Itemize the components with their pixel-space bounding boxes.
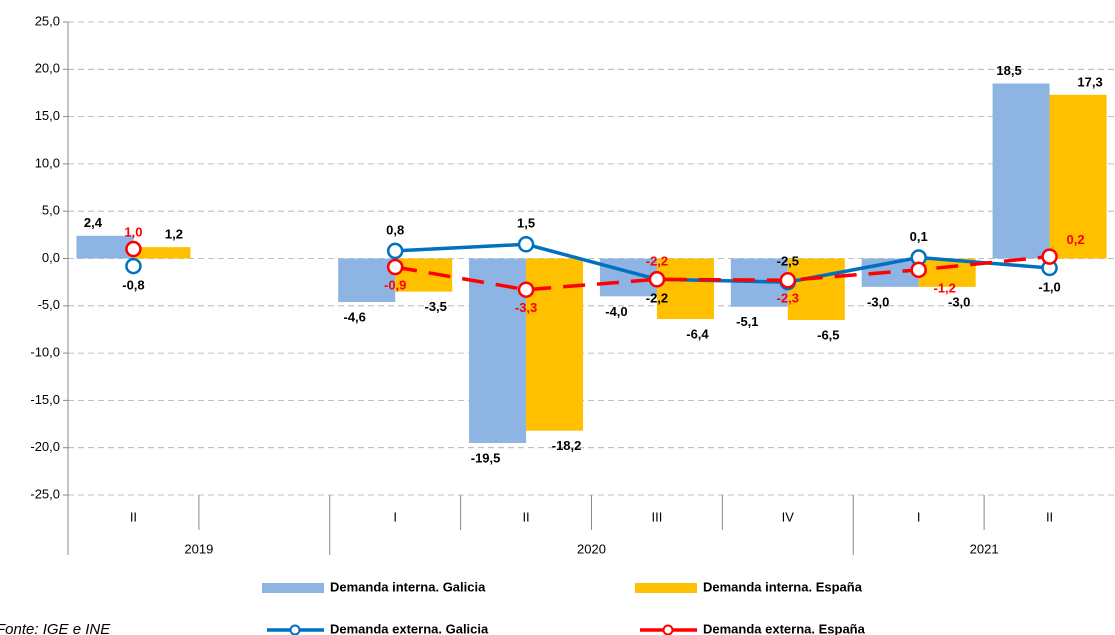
- legend-swatch: [635, 583, 697, 593]
- bar-value-label: -6,5: [817, 327, 839, 342]
- line-value-label: 0,1: [910, 229, 928, 244]
- x-tick-label: I: [393, 509, 397, 524]
- line-value-label: 1,0: [124, 224, 142, 239]
- x-group-label: 2019: [184, 541, 213, 556]
- legend-label: Demanda interna. España: [703, 579, 863, 594]
- legend-marker: [662, 624, 674, 635]
- line-value-label: -2,2: [646, 254, 668, 269]
- line-marker: [779, 272, 797, 289]
- line-value-label: -0,8: [122, 278, 144, 293]
- line-value-label: -1,0: [1038, 279, 1060, 294]
- bar: [76, 235, 134, 259]
- legend-label: Demanda interna. Galicia: [330, 579, 486, 594]
- legend-marker: [289, 624, 301, 635]
- legend-label: Demanda externa. España: [703, 621, 866, 635]
- bar-value-label: -18,2: [552, 438, 582, 453]
- bar-value-label: -19,5: [471, 450, 501, 465]
- x-tick-label: II: [522, 509, 529, 524]
- bar: [918, 258, 976, 287]
- x-tick-label: III: [652, 509, 663, 524]
- bar-value-label: 1,2: [165, 227, 183, 242]
- bar-value-label: -3,5: [424, 299, 446, 314]
- y-tick-label: 20,0: [35, 61, 60, 76]
- line: [395, 242, 1050, 284]
- x-tick-label: I: [917, 509, 921, 524]
- bar: [338, 258, 396, 303]
- x-tick-label: II: [130, 509, 137, 524]
- line-marker: [1041, 248, 1058, 265]
- line-value-label: 0,8: [386, 222, 404, 237]
- y-tick-label: 5,0: [42, 203, 60, 218]
- y-tick-label: -25,0: [30, 486, 60, 501]
- y-tick-label: 10,0: [35, 155, 60, 170]
- bar: [787, 258, 845, 320]
- y-tick-label: 0,0: [42, 250, 60, 265]
- line-value-label: 1,5: [517, 216, 535, 231]
- line-value-label: -2,5: [777, 254, 799, 269]
- bar-value-label: -4,6: [343, 309, 365, 324]
- bar-value-label: -3,0: [948, 294, 970, 309]
- line-marker: [517, 281, 535, 298]
- source: Fonte: IGE e INE: [0, 621, 111, 635]
- line-value-label: -2,2: [646, 291, 668, 306]
- bar-value-label: 2,4: [84, 215, 103, 230]
- line-value-label: 0,2: [1067, 232, 1085, 247]
- y-tick-label: 25,0: [35, 13, 60, 28]
- bar: [992, 83, 1050, 259]
- line-marker: [386, 242, 404, 260]
- y-tick-label: -15,0: [30, 392, 60, 407]
- line: [394, 254, 1050, 292]
- y-tick-label: -10,0: [30, 345, 60, 360]
- line-marker: [517, 236, 535, 253]
- x-group-label: 2021: [970, 541, 999, 556]
- line-value-label: -2,3: [777, 291, 799, 306]
- legend-swatch: [262, 583, 324, 593]
- y-tick-label: -20,0: [30, 439, 60, 454]
- bar: [656, 258, 714, 320]
- legend-label: Demanda externa. Galicia: [330, 621, 489, 635]
- y-tick-label: -5,0: [38, 297, 60, 312]
- bar: [1049, 94, 1107, 259]
- bar-value-label: -6,4: [686, 326, 709, 341]
- line-marker: [125, 257, 142, 275]
- bar-value-label: 17,3: [1077, 74, 1102, 89]
- x-tick-label: II: [1046, 509, 1053, 524]
- x-tick-label: IV: [782, 509, 795, 524]
- bar: [133, 247, 191, 259]
- line-marker: [648, 271, 666, 288]
- bar-value-label: 18,5: [996, 63, 1021, 78]
- bar-value-label: -5,1: [736, 314, 758, 329]
- x-group-label: 2020: [577, 541, 606, 556]
- line-marker: [125, 240, 142, 258]
- bar-value-label: -3,0: [867, 294, 889, 309]
- line-marker: [910, 261, 927, 279]
- line-value-label: -0,9: [384, 277, 406, 292]
- y-tick-label: 15,0: [35, 108, 60, 123]
- line-marker: [386, 258, 404, 276]
- line-value-label: -1,2: [933, 280, 955, 295]
- bar-value-label: -4,0: [605, 304, 627, 319]
- line-value-label: -3,3: [515, 300, 537, 315]
